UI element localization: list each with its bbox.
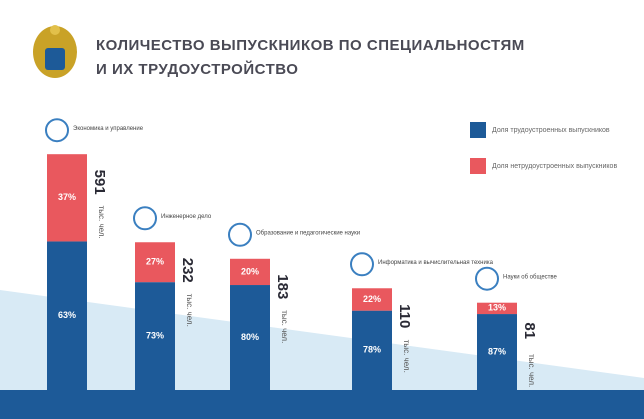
unit-label: тыс. чел.	[185, 294, 194, 327]
value-label: 37%	[58, 192, 76, 202]
value-label: 63%	[58, 310, 76, 320]
category-icon	[45, 118, 69, 143]
value-label: 87%	[488, 346, 506, 356]
total-label: 591	[91, 170, 108, 195]
unit-label: тыс. чел.	[97, 206, 106, 239]
bar-segment	[135, 282, 175, 390]
category-label: Науки об обществе	[503, 274, 558, 280]
background-slope	[0, 290, 644, 392]
legend-label: Доля трудоустроенных выпускников	[492, 127, 610, 134]
value-label: 27%	[146, 257, 164, 267]
value-label: 20%	[241, 266, 259, 276]
category-icon	[228, 222, 252, 247]
category-icon	[350, 252, 374, 277]
total-label: 81	[521, 322, 538, 339]
value-label: 78%	[363, 345, 381, 355]
total-label: 232	[179, 258, 196, 283]
category-label: Экономика и управление	[73, 126, 144, 132]
title-line: КОЛИЧЕСТВО ВЫПУСКНИКОВ ПО СПЕЦИАЛЬНОСТЯМ	[96, 37, 525, 54]
value-label: 73%	[146, 330, 164, 340]
category-label: Информатика и вычислительная техника	[378, 260, 494, 266]
unit-label: тыс. чел.	[527, 354, 536, 387]
emblem	[33, 25, 77, 78]
total-label: 183	[274, 274, 291, 299]
legend-swatch	[470, 122, 486, 138]
bar-segment	[47, 241, 87, 390]
bar-segment	[352, 310, 392, 390]
bar-segment	[352, 288, 392, 311]
bar-segment	[477, 314, 517, 390]
total-label: 110	[396, 304, 413, 328]
title-line: И ИХ ТРУДОУСТРОЙСТВО	[96, 60, 298, 78]
bar-segment	[47, 154, 87, 242]
bar-segment	[135, 242, 175, 283]
value-label: 13%	[488, 303, 506, 313]
bar-segment	[230, 285, 270, 390]
footer-strip	[0, 390, 644, 419]
value-label: 80%	[241, 332, 259, 342]
category-icon	[133, 206, 157, 231]
legend-swatch	[470, 158, 486, 174]
unit-label: тыс. чел.	[280, 310, 289, 343]
category-icon	[475, 266, 499, 291]
unit-label: тыс. чел.	[402, 340, 411, 373]
legend-label: Доля нетрудоустроенных выпускников	[492, 163, 617, 170]
value-label: 22%	[363, 294, 381, 304]
bar-segment	[230, 258, 270, 286]
category-label: Инженерное дело	[161, 214, 212, 220]
category-label: Образование и педагогические науки	[256, 230, 360, 236]
bar-segment	[477, 302, 517, 315]
